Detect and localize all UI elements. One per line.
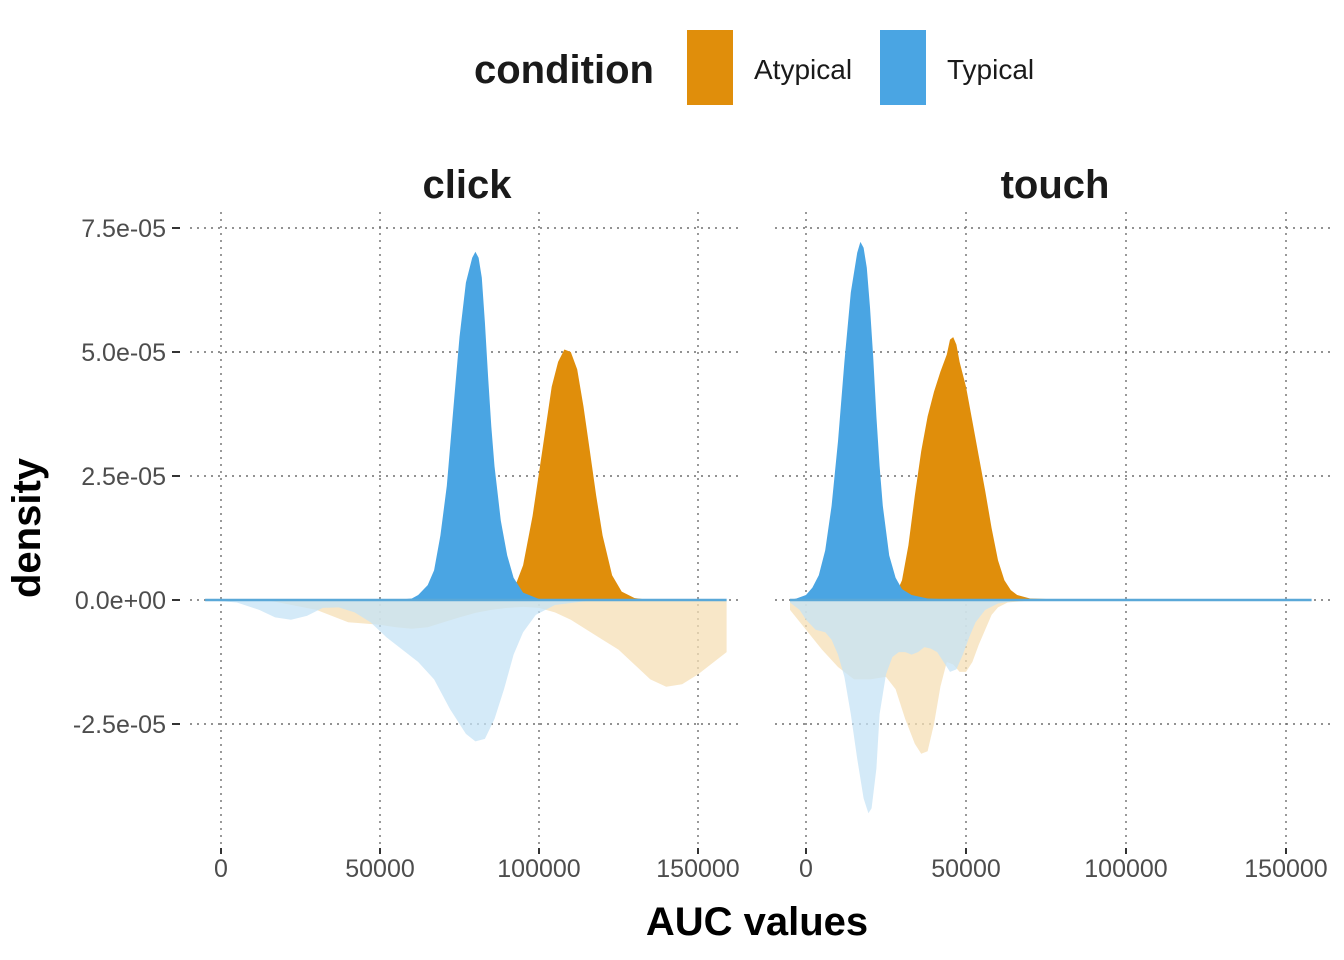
x-axis: 0 50000 100000 150000 0 50000 100000 150000 — [214, 848, 1328, 883]
facet-panels: click touch — [190, 163, 1335, 848]
x-tick-label: 100000 — [1084, 855, 1167, 883]
density-area-atypical-up-click — [205, 349, 727, 600]
x-tick-label: 0 — [214, 855, 228, 883]
legend: condition Atypical Typical — [474, 30, 1034, 105]
x-axis-label: AUC values — [646, 900, 868, 944]
y-axis-label: density — [5, 457, 49, 598]
density-area-typical-down-click — [205, 600, 727, 742]
y-tick-label: -2.5e-05 — [73, 711, 166, 739]
y-tick-label: 2.5e-05 — [81, 463, 166, 491]
density-area-typical-up-touch — [790, 241, 1312, 600]
legend-key-typical — [880, 30, 926, 105]
legend-key-atypical — [687, 30, 733, 105]
y-tick-label: 5.0e-05 — [81, 339, 166, 367]
x-tick-label: 50000 — [345, 855, 415, 883]
density-area-typical-up-click — [205, 251, 727, 601]
y-tick-label: 0.0e+00 — [75, 587, 166, 615]
x-tick-label: 0 — [799, 855, 813, 883]
panel-touch: touch — [775, 163, 1335, 848]
density-area-typical-down-touch — [790, 600, 1312, 814]
y-axis: -2.5e-05 0.0e+00 2.5e-05 5.0e-05 7.5e-05 — [73, 215, 180, 739]
panel-click: click — [190, 163, 740, 848]
density-area-atypical-up-touch — [790, 337, 1312, 600]
density-area-atypical-down-click — [205, 600, 727, 687]
x-tick-label: 50000 — [931, 855, 1001, 883]
legend-label-atypical: Atypical — [754, 54, 852, 85]
y-tick-label: 7.5e-05 — [81, 215, 166, 243]
x-tick-label: 100000 — [497, 855, 580, 883]
legend-title: condition — [474, 48, 654, 92]
legend-label-typical: Typical — [947, 54, 1034, 85]
x-tick-label: 150000 — [1244, 855, 1327, 883]
x-tick-label: 150000 — [656, 855, 739, 883]
facet-title-touch: touch — [1001, 163, 1110, 207]
facet-title-click: click — [423, 163, 513, 207]
